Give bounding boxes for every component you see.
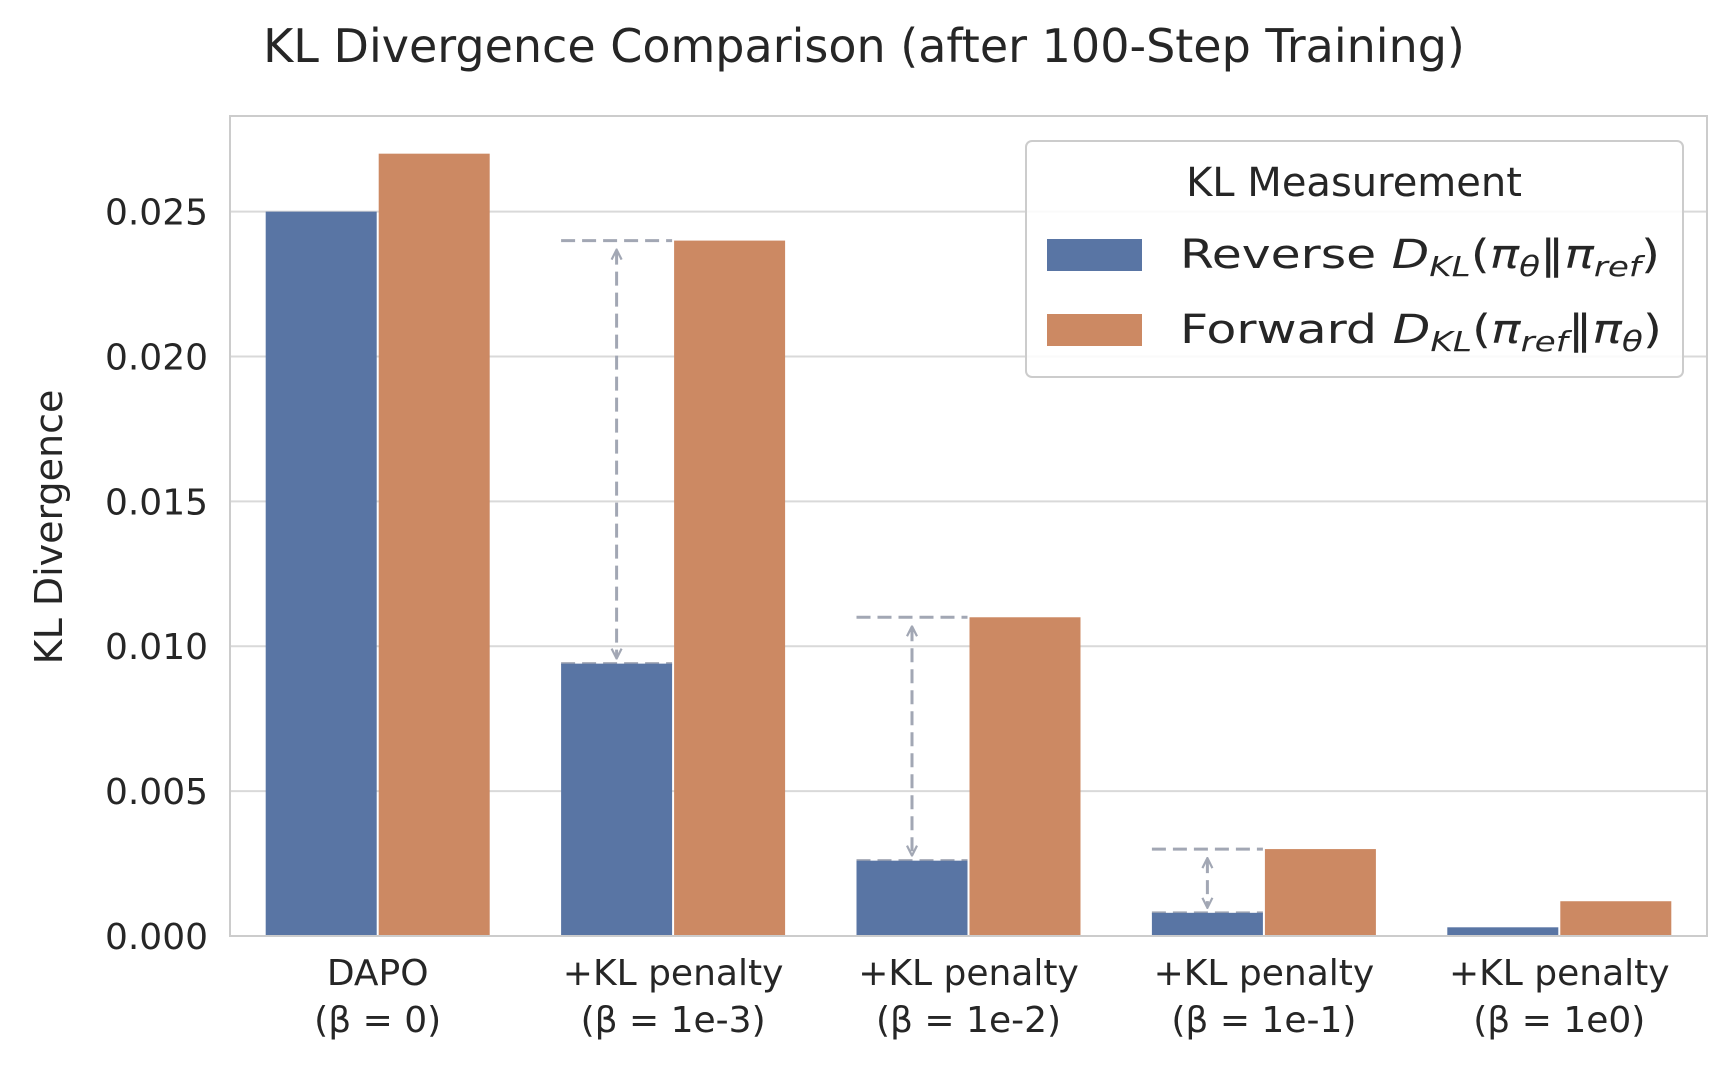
x-tick-label: +KL penalty <box>1449 953 1670 994</box>
legend-swatch-forward <box>1047 314 1142 346</box>
y-tick-label: 0.020 <box>105 337 208 378</box>
legend-swatch-reverse <box>1047 239 1142 271</box>
bar-forward-1 <box>674 240 786 937</box>
x-tick-sublabel: (β = 1e-3) <box>581 1000 766 1041</box>
y-tick-label: 0.005 <box>105 772 208 813</box>
bar-reverse-2 <box>856 860 968 936</box>
y-tick-label: 0.000 <box>105 917 208 958</box>
y-tick-labels: 0.000 0.005 0.010 0.015 0.020 0.025 <box>105 193 208 958</box>
bar-forward-0 <box>378 153 490 936</box>
x-tick-sublabel: (β = 0) <box>314 1000 441 1041</box>
legend: KL Measurement Reverse D KL (π θ‖ π ref) Forw… <box>1025 140 1684 378</box>
x-tick-labels: DAPO (β = 0) +KL penalty (β = 1e-3) +KL pena… <box>314 953 1669 1041</box>
x-tick-label: +KL penalty <box>1154 953 1375 994</box>
x-tick-sublabel: (β = 1e-2) <box>876 1000 1061 1041</box>
x-tick-label: DAPO <box>327 953 429 994</box>
bar-forward-4 <box>1560 901 1672 936</box>
x-tick-sublabel: (β = 1e0) <box>1473 1000 1645 1041</box>
y-axis-label: KL Divergence <box>27 390 71 665</box>
bar-forward-2 <box>969 617 1081 936</box>
legend-box <box>1025 140 1684 378</box>
x-tick-sublabel: (β = 1e-1) <box>1171 1000 1356 1041</box>
chart-title: KL Divergence Comparison (after 100-Step… <box>263 19 1465 73</box>
bars <box>265 153 1672 937</box>
y-tick-label: 0.015 <box>105 482 208 523</box>
y-tick-label: 0.025 <box>105 193 208 234</box>
plot-frame <box>229 115 1708 937</box>
bar-reverse-0 <box>265 211 377 936</box>
bar-reverse-3 <box>1151 912 1263 936</box>
bar-reverse-4 <box>1447 927 1559 936</box>
bar-reverse-1 <box>561 663 673 936</box>
x-tick-label: +KL penalty <box>563 953 784 994</box>
legend-label-reverse: Reverse D KL (π θ‖ π ref) <box>1180 232 1660 283</box>
x-tick-label: +KL penalty <box>858 953 1079 994</box>
legend-label-forward: Forward D KL (π ref ‖ π θ) <box>1180 307 1662 358</box>
y-tick-label: 0.010 <box>105 627 208 668</box>
bar-forward-3 <box>1264 849 1376 936</box>
legend-title: KL Measurement <box>1186 160 1522 206</box>
